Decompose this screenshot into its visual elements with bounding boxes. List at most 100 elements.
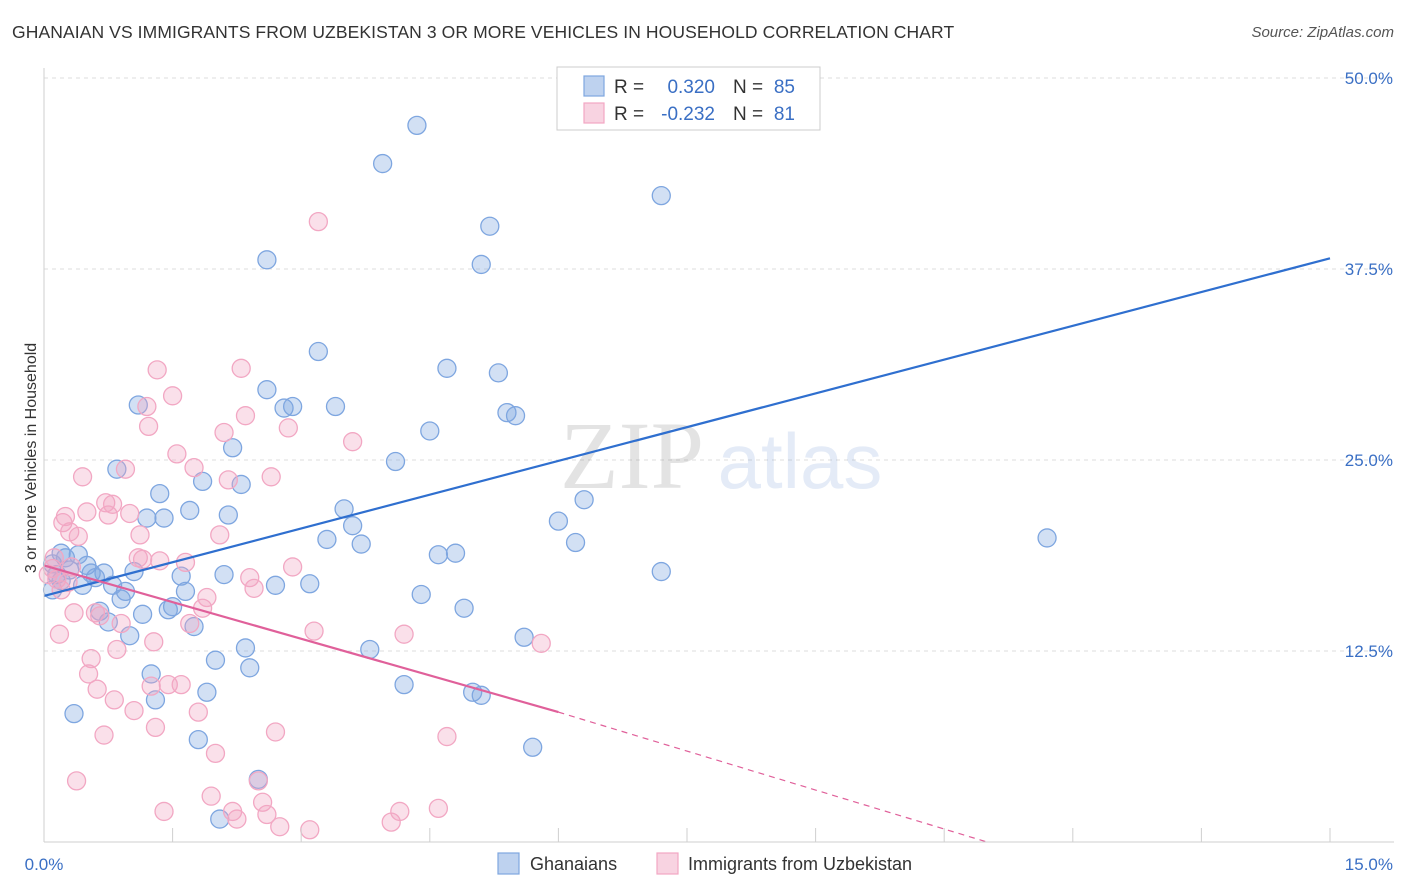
point-ghanaians [342,516,363,536]
point-uzbekistan [342,432,363,452]
point-uzbekistan [124,700,144,721]
point-ghanaians [565,532,586,553]
point-uzbekistan [130,525,150,545]
point-ghanaians [222,438,243,458]
legend-stats: R = 0.320 N = 85 R = -0.232 N = 81 [556,66,821,131]
point-uzbekistan [308,211,328,232]
point-uzbekistan [201,786,221,806]
point-ghanaians [137,508,157,528]
point-ghanaians [488,363,509,383]
point-ghanaians [385,451,406,472]
point-ghanaians [308,341,328,362]
point-uzbekistan [188,702,208,722]
point-uzbekistan [184,457,204,478]
point-ghanaians [514,627,534,647]
point-uzbekistan [394,624,414,644]
point-uzbekistan [138,416,159,437]
legend-swatch [656,852,679,875]
point-uzbekistan [390,801,410,822]
point-uzbekistan [248,771,268,791]
point-ghanaians [651,186,671,206]
point-ghanaians [411,584,431,605]
point-uzbekistan [270,817,290,837]
point-ghanaians [420,421,440,441]
point-ghanaians [317,529,337,550]
point-uzbekistan [49,624,70,644]
point-uzbekistan [147,360,167,380]
trend-lines [43,257,1331,843]
legend-n-value: 85 [774,77,795,98]
point-ghanaians [282,396,303,417]
point-uzbekistan [197,587,217,608]
point-ghanaians [351,534,371,554]
legend-r-label: R = [614,104,644,125]
point-ghanaians [394,674,414,695]
legend-r-value: -0.232 [661,104,715,125]
point-ghanaians [445,543,466,563]
point-ghanaians [205,650,226,670]
legend-label: Immigrants from Uzbekistan [688,854,912,874]
point-ghanaians [64,703,84,724]
point-uzbekistan [107,639,127,660]
point-uzbekistan [252,792,273,812]
point-ghanaians [257,380,277,400]
point-uzbekistan [115,459,136,479]
point-uzbekistan [231,358,251,378]
point-uzbekistan [137,396,157,417]
point-uzbekistan [437,726,457,747]
y-tick-label: 25.0% [1345,451,1393,470]
point-uzbekistan [428,798,449,819]
source-label: Source: ZipAtlas.com [1251,24,1394,41]
point-ghanaians [300,574,320,594]
x-tick-label: 15.0% [1345,855,1393,874]
point-uzbekistan [244,578,264,599]
point-uzbekistan [68,526,88,547]
point-ghanaians [548,511,569,531]
point-ghanaians [175,581,196,602]
legend-r-label: R = [614,77,644,98]
point-ghanaians [505,406,526,426]
point-ghanaians [240,658,260,678]
point-uzbekistan [205,743,226,764]
point-uzbekistan [265,722,286,742]
axes: 12.5% 25.0% 37.5% 50.0% 0.0% 15.0% [25,68,1394,874]
legend-series: Ghanaians Immigrants from Uzbekistan [497,852,912,875]
point-ghanaians [257,250,277,270]
x-tick-label: 0.0% [25,855,64,874]
point-uzbekistan [77,502,97,522]
point-ghanaians [192,471,213,492]
point-uzbekistan [87,679,107,699]
point-uzbekistan [531,633,551,654]
point-ghanaians [574,490,594,510]
y-axis-title: 3 or more Vehicles in Household [23,343,40,573]
point-uzbekistan [171,674,191,695]
point-ghanaians [523,737,543,757]
trend-line-uzbekistan [43,564,559,714]
legend-n-value: 81 [774,104,795,125]
point-uzbekistan [240,568,260,588]
point-uzbekistan [210,525,230,545]
point-uzbekistan [154,801,174,822]
point-uzbekistan [167,444,187,464]
point-ghanaians [471,254,491,275]
point-uzbekistan [66,771,87,791]
point-uzbekistan [132,549,153,569]
point-uzbekistan [304,621,324,641]
point-uzbekistan [282,557,303,577]
y-tick-label: 37.5% [1345,260,1393,279]
point-ghanaians [325,396,346,417]
watermark-atlas: atlas [718,417,883,505]
point-ghanaians [480,216,500,236]
trend-line-ghanaians [43,257,1331,598]
point-ghanaians [651,561,671,582]
point-ghanaians [154,508,174,528]
legend-r-value: 0.320 [667,77,715,98]
point-uzbekistan [78,664,99,684]
point-uzbekistan [104,690,124,710]
point-uzbekistan [81,648,101,669]
legend-swatch [583,75,605,97]
point-ghanaians [197,682,217,702]
point-ghanaians [188,729,208,750]
y-tick-label: 50.0% [1345,69,1393,88]
